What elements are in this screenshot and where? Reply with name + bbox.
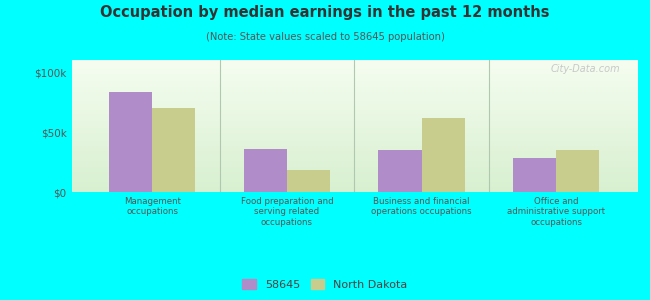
Bar xyxy=(109,92,152,192)
Bar xyxy=(556,150,599,192)
Bar xyxy=(152,108,196,192)
Legend: 58645, North Dakota: 58645, North Dakota xyxy=(238,275,412,294)
Bar xyxy=(244,149,287,192)
Bar xyxy=(422,118,465,192)
Text: Occupation by median earnings in the past 12 months: Occupation by median earnings in the pas… xyxy=(100,4,550,20)
Bar xyxy=(513,158,556,192)
Text: (Note: State values scaled to 58645 population): (Note: State values scaled to 58645 popu… xyxy=(205,32,445,41)
Bar xyxy=(378,150,422,192)
Bar xyxy=(287,170,330,192)
Text: City-Data.com: City-Data.com xyxy=(551,64,620,74)
